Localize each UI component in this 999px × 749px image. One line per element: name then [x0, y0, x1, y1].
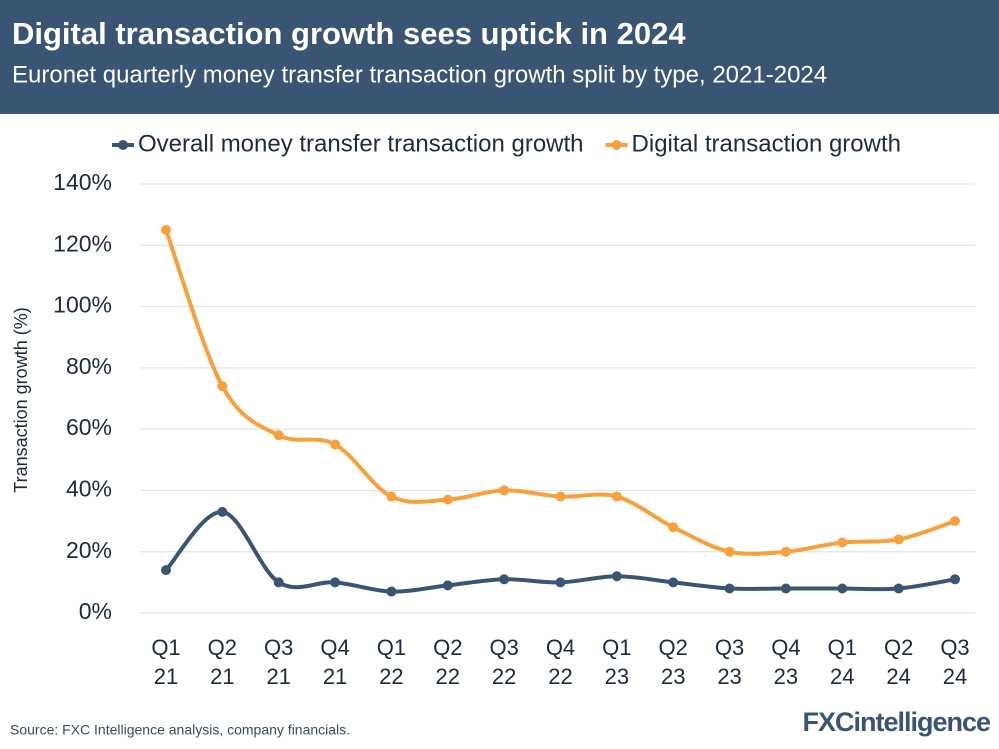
data-point	[161, 224, 171, 235]
data-point	[611, 571, 622, 582]
data-point	[273, 430, 284, 441]
x-tick-label: Q3 21	[264, 635, 294, 689]
data-point	[724, 546, 735, 557]
data-point	[837, 583, 848, 594]
data-point	[161, 565, 171, 576]
legend-label: Overall money transfer transaction growt…	[138, 130, 584, 157]
header-band	[0, 0, 999, 114]
data-point	[724, 583, 735, 594]
chart-title: Digital transaction growth sees uptick i…	[12, 16, 686, 51]
y-tick-label: 140%	[53, 169, 112, 195]
data-point	[668, 577, 679, 588]
x-tick-label: Q3 22	[489, 635, 519, 689]
data-point	[950, 516, 960, 527]
x-tick-label: Q1 22	[376, 635, 407, 689]
y-tick-label: 80%	[66, 353, 112, 379]
data-point	[330, 439, 341, 450]
legend-label: Digital transaction growth	[632, 130, 901, 157]
y-axis-label: Transaction growth (%)	[11, 307, 31, 492]
source-note: Source: FXC Intelligence analysis, compa…	[10, 722, 350, 738]
x-tick-label: Q2 23	[658, 635, 688, 689]
y-tick-label: 0%	[79, 598, 112, 624]
data-point	[386, 491, 397, 502]
legend-marker-dot	[118, 140, 128, 150]
x-tick-label: Q3 24	[940, 635, 970, 689]
data-point	[555, 577, 566, 588]
x-tick-label: Q4 21	[320, 635, 350, 689]
logo: FXCintelligence	[802, 707, 991, 737]
y-tick-label: 100%	[53, 292, 112, 318]
x-tick-label: Q3 23	[714, 635, 745, 689]
data-point	[893, 534, 904, 545]
x-tick-label: Q2 22	[433, 635, 463, 689]
x-tick-label: Q4 22	[545, 635, 576, 689]
data-point	[780, 546, 791, 557]
y-tick-label: 20%	[66, 537, 112, 563]
data-point	[499, 574, 510, 585]
chart-subtitle: Euronet quarterly money transfer transac…	[12, 61, 827, 88]
x-tick-label: Q2 24	[883, 635, 914, 689]
data-point	[273, 577, 284, 588]
data-point	[893, 583, 904, 594]
data-point	[499, 485, 510, 496]
data-point	[780, 583, 791, 594]
data-point	[217, 506, 228, 517]
data-point	[386, 586, 397, 597]
data-point	[442, 580, 453, 591]
x-tick-label: Q1 24	[827, 635, 857, 689]
x-tick-label: Q1 23	[602, 635, 632, 689]
x-tick-label: Q4 23	[771, 635, 801, 689]
data-point	[330, 577, 341, 588]
data-point	[950, 574, 960, 585]
y-tick-label: 120%	[53, 230, 112, 256]
series-line	[164, 229, 956, 556]
y-tick-label: 60%	[66, 414, 112, 440]
data-point	[217, 381, 228, 392]
data-point	[668, 522, 679, 533]
data-point	[442, 494, 453, 505]
y-tick-label: 40%	[66, 476, 112, 502]
data-point	[555, 491, 566, 502]
x-tick-label: Q1 21	[151, 635, 181, 689]
x-tick-label: Q2 21	[207, 635, 238, 689]
data-point	[837, 537, 848, 548]
legend-marker-dot	[611, 140, 622, 150]
data-point	[611, 491, 622, 502]
